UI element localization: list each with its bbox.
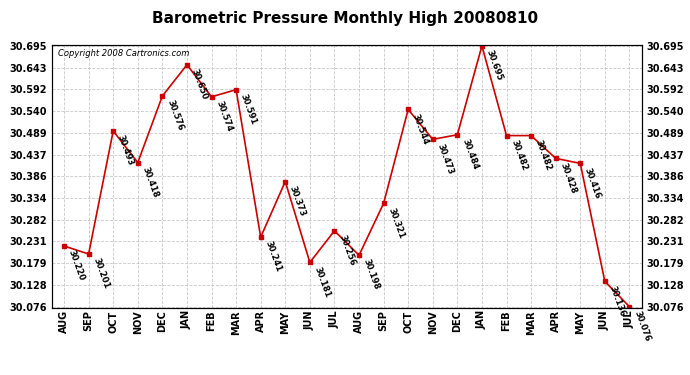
- Text: 30.482: 30.482: [509, 138, 529, 172]
- Text: 30.574: 30.574: [215, 100, 234, 133]
- Text: 30.201: 30.201: [91, 257, 111, 290]
- Text: 30.484: 30.484: [460, 138, 480, 171]
- Text: 30.416: 30.416: [583, 166, 602, 200]
- Text: 30.181: 30.181: [313, 265, 332, 298]
- Text: 30.321: 30.321: [386, 206, 406, 240]
- Text: 30.482: 30.482: [534, 138, 553, 172]
- Text: 30.493: 30.493: [116, 134, 135, 167]
- Text: 30.256: 30.256: [337, 234, 357, 267]
- Text: 30.576: 30.576: [165, 99, 185, 132]
- Text: 30.241: 30.241: [264, 240, 283, 273]
- Text: 30.198: 30.198: [362, 258, 382, 291]
- Text: 30.220: 30.220: [67, 249, 86, 282]
- Text: 30.136: 30.136: [608, 284, 627, 318]
- Text: 30.076: 30.076: [632, 309, 651, 343]
- Text: 30.591: 30.591: [239, 93, 258, 126]
- Text: 30.473: 30.473: [435, 142, 455, 176]
- Text: Copyright 2008 Cartronics.com: Copyright 2008 Cartronics.com: [58, 49, 189, 58]
- Text: 30.418: 30.418: [141, 165, 160, 199]
- Text: 30.544: 30.544: [411, 112, 431, 146]
- Text: 30.373: 30.373: [288, 184, 308, 218]
- Text: 30.428: 30.428: [558, 161, 578, 195]
- Text: Barometric Pressure Monthly High 20080810: Barometric Pressure Monthly High 2008081…: [152, 11, 538, 26]
- Text: 30.650: 30.650: [190, 68, 209, 101]
- Text: 30.695: 30.695: [484, 49, 504, 82]
